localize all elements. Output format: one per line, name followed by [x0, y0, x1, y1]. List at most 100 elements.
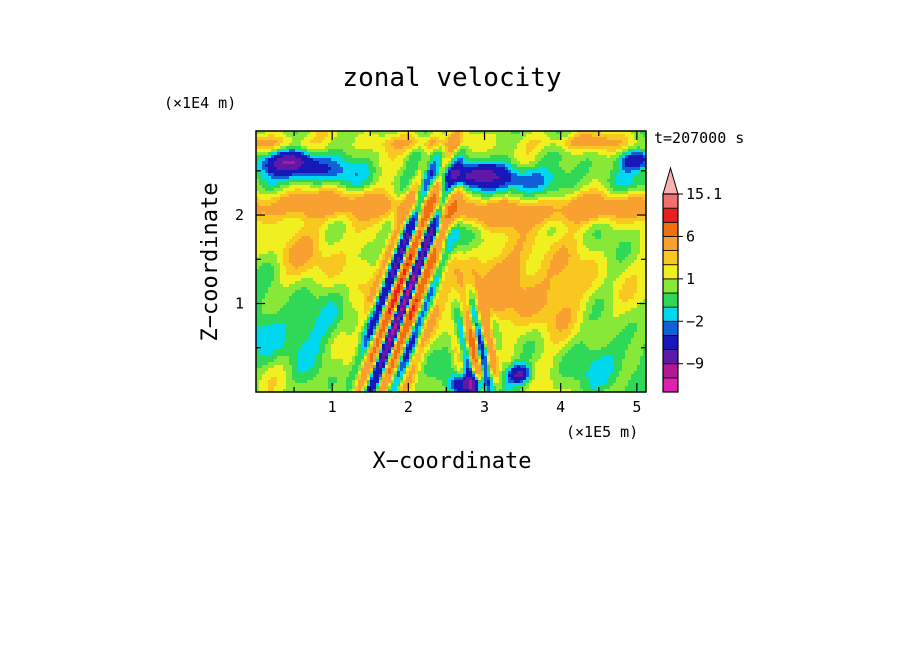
field-cell: [592, 176, 596, 180]
field-cell: [349, 143, 353, 147]
field-cell: [277, 236, 281, 240]
field-cell: [268, 236, 272, 240]
field-cell: [427, 200, 431, 204]
field-cell: [532, 200, 536, 204]
field-cell: [298, 233, 302, 237]
field-cell: [463, 149, 467, 153]
field-cell: [364, 158, 368, 162]
field-cell: [403, 170, 407, 174]
field-cell: [259, 182, 263, 186]
field-cell: [490, 146, 494, 150]
field-cell: [502, 149, 506, 153]
field-cell: [382, 158, 386, 162]
field-cell: [616, 230, 620, 234]
field-cell: [634, 185, 638, 189]
field-cell: [418, 206, 422, 210]
field-cell: [574, 167, 578, 171]
field-cell: [487, 182, 491, 186]
field-cell: [472, 170, 476, 174]
field-cell: [307, 173, 311, 177]
field-cell: [457, 212, 461, 216]
field-cell: [304, 194, 308, 198]
field-cell: [619, 146, 623, 150]
field-cell: [562, 155, 566, 159]
field-cell: [268, 185, 272, 189]
field-cell: [598, 167, 602, 171]
field-cell: [277, 239, 281, 243]
field-cell: [493, 242, 497, 246]
field-cell: [589, 236, 593, 240]
field-cell: [271, 161, 275, 165]
field-cell: [424, 233, 428, 237]
field-cell: [577, 191, 581, 195]
field-cell: [421, 203, 425, 207]
field-cell: [373, 131, 377, 135]
field-cell: [475, 197, 479, 201]
field-cell: [421, 230, 425, 234]
field-cell: [442, 224, 446, 228]
field-cell: [634, 140, 638, 144]
field-cell: [463, 242, 467, 246]
field-cell: [391, 245, 395, 249]
field-cell: [415, 149, 419, 153]
field-cell: [259, 152, 263, 156]
field-cell: [610, 236, 614, 240]
field-cell: [529, 218, 533, 222]
field-cell: [508, 194, 512, 198]
field-cell: [343, 185, 347, 189]
field-cell: [262, 233, 266, 237]
field-cell: [397, 179, 401, 183]
field-cell: [445, 215, 449, 219]
field-cell: [589, 131, 593, 135]
field-cell: [358, 236, 362, 240]
field-cell: [448, 224, 452, 228]
field-cell: [595, 212, 599, 216]
field-cell: [457, 161, 461, 165]
field-cell: [640, 218, 644, 222]
field-cell: [616, 185, 620, 189]
field-cell: [415, 170, 419, 174]
field-cell: [565, 221, 569, 225]
field-cell: [316, 212, 320, 216]
field-cell: [289, 167, 293, 171]
field-cell: [448, 149, 452, 153]
field-cell: [466, 164, 470, 168]
field-cell: [406, 215, 410, 219]
field-cell: [505, 218, 509, 222]
field-cell: [388, 149, 392, 153]
field-cell: [547, 215, 551, 219]
field-cell: [640, 158, 644, 162]
field-cell: [493, 230, 497, 234]
field-cell: [343, 230, 347, 234]
field-cell: [271, 182, 275, 186]
field-cell: [430, 158, 434, 162]
field-cell: [511, 230, 515, 234]
field-cell: [601, 185, 605, 189]
field-cell: [343, 200, 347, 204]
field-cell: [322, 239, 326, 243]
field-cell: [580, 230, 584, 234]
field-cell: [604, 164, 608, 168]
field-cell: [460, 185, 464, 189]
field-cell: [418, 191, 422, 195]
field-cell: [382, 215, 386, 219]
field-cell: [514, 140, 518, 144]
field-cell: [640, 215, 644, 219]
field-cell: [286, 227, 290, 231]
field-cell: [511, 167, 515, 171]
field-cell: [325, 170, 329, 174]
field-cell: [286, 173, 290, 177]
field-cell: [367, 197, 371, 201]
field-cell: [334, 206, 338, 210]
field-cell: [550, 188, 554, 192]
field-cell: [532, 209, 536, 213]
field-cell: [385, 194, 389, 198]
field-cell: [298, 137, 302, 141]
field-cell: [316, 239, 320, 243]
field-cell: [391, 218, 395, 222]
field-cell: [550, 179, 554, 183]
field-cell: [430, 161, 434, 165]
field-cell: [310, 239, 314, 243]
field-cell: [514, 203, 518, 207]
field-cell: [631, 167, 635, 171]
